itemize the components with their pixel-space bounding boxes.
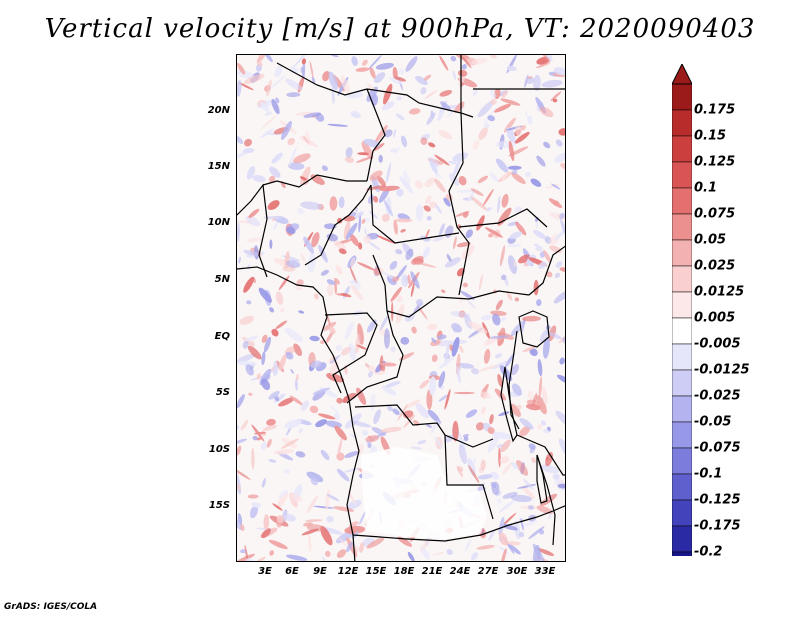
colorbar-segment [672,317,692,345]
colorbar-segment [672,265,692,293]
border-chad-car [370,184,460,244]
velocity-field [237,55,565,561]
colorbar-segment [672,421,692,449]
lon-tick-label: 21E [421,566,443,577]
lake-tanganyika [500,366,518,443]
border-congo-drc [346,310,404,404]
border-angola-namibia [352,534,482,542]
colorbar-label: -0.2 [694,544,723,560]
colorbar-label: -0.05 [694,414,732,430]
colorbar-segment [672,369,692,397]
grads-credit: GrADS: IGES/COLA [4,602,98,612]
country-borders [237,55,565,546]
border-niger-nigeria [262,174,367,188]
lon-tick-label: 33E [534,566,556,577]
border-algeria-niger [276,62,368,96]
colorbar-segment [672,499,692,527]
colorbar-segment [672,83,692,111]
colorbar-segment [672,525,692,553]
lake-malawi [536,454,548,504]
border-tanzania [516,434,565,476]
colorbar-segment [672,161,692,189]
coastline [237,266,550,561]
border-niger-chad [366,88,386,182]
map-title: Vertical velocity [m/s] at 900hPa, VT: 2… [44,14,756,44]
colorbar-label: 0.025 [694,258,736,274]
lon-tick-label: 27E [477,566,499,577]
border-west [237,183,268,278]
coast-west-africa [237,266,360,561]
colorbar-label: 0.15 [694,128,727,144]
colorbar [672,64,692,556]
lat-tick-label: 20N [207,105,230,116]
border-chad-sudan [448,112,470,296]
colorbar-label: -0.125 [694,492,741,508]
lon-tick-label: 30E [506,566,528,577]
border-gabon-congo [324,312,378,394]
border-ethiopia [528,245,565,296]
border-zambia-zim [480,510,554,536]
velocity-noise-layer [237,55,565,561]
colorbar-label: 0.075 [694,206,736,222]
border-cameroon-car [372,254,388,312]
colorbar-segment [672,213,692,241]
lat-tick-label: 10S [208,444,230,455]
lon-tick-label: 6E [285,566,299,577]
border-chad-libya [366,88,462,114]
border-mozambique [552,505,565,512]
lon-tick-label: 9E [313,566,327,577]
colorbar-label: -0.0125 [694,362,750,378]
lon-tick-label: 24E [449,566,471,577]
colorbar-label: -0.005 [694,336,741,352]
lake-victoria [518,310,550,348]
colorbar-label: -0.175 [694,518,741,534]
colorbar-label: 0.005 [694,310,736,326]
colorbar-label: -0.1 [694,466,723,482]
colorbar-segment [672,551,692,556]
border-sudan-southsudan [458,208,548,228]
lon-tick-label: 12E [337,566,359,577]
colorbar-label: -0.025 [694,388,741,404]
colorbar-segment [672,135,692,163]
colorbar-label: 0.175 [694,102,736,118]
lon-tick-label: 3E [258,566,272,577]
colorbar-label: 0.125 [694,154,736,170]
colorbar-segment [672,473,692,501]
border-nigeria-cameroon [304,184,372,266]
border-drc-angola [354,404,494,448]
colorbar-arrow-top [672,64,692,85]
lon-tick-label: 15E [365,566,387,577]
colorbar-segment [672,395,692,423]
lat-tick-label: 15S [208,500,230,511]
lat-tick-label: 15N [207,161,230,172]
lat-tick-label: 5S [215,387,230,398]
border-angola-zambia [444,434,494,520]
colorbar-segment [672,447,692,475]
lon-tick-label: 18E [393,566,415,577]
lat-tick-label: 5N [214,274,230,285]
colorbar-segment [672,239,692,267]
colorbar-label: 0.0125 [694,284,745,300]
colorbar-segment [672,187,692,215]
colorbar-label: 0.05 [694,232,727,248]
colorbar-label: -0.075 [694,440,741,456]
lat-tick-label: 10N [207,217,230,228]
map-panel [236,54,566,562]
lat-tick-label: EQ [214,331,230,342]
colorbar-segment [672,343,692,371]
colorbar-label: 0.1 [694,180,718,196]
border-car-drc [386,290,530,318]
colorbar-segment [672,291,692,319]
colorbar-segment [672,109,692,137]
